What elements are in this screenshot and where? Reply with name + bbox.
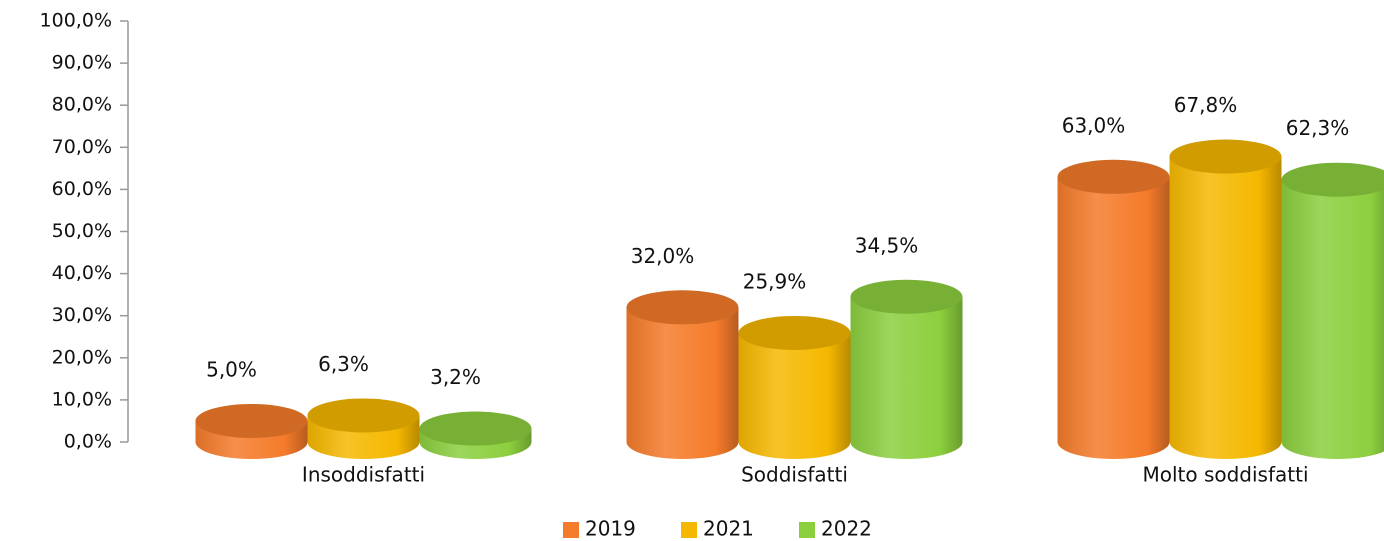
cylinder-body <box>1057 176 1170 459</box>
cylinder-top <box>738 315 851 350</box>
y-tick-label: 60,0% <box>52 178 112 200</box>
y-tick-label: 90,0% <box>52 52 112 74</box>
cylinder-top <box>850 279 963 314</box>
cylinder-top <box>307 398 420 433</box>
value-label: 6,3% <box>318 352 369 376</box>
cylinder-top <box>626 290 739 325</box>
cylinder-top <box>1169 139 1282 174</box>
cylinder-top <box>419 411 532 446</box>
y-tick-label: 0,0% <box>64 431 112 453</box>
value-label: 5,0% <box>206 357 257 381</box>
cylinder-top <box>1281 162 1384 197</box>
legend-label: 2022 <box>821 517 872 541</box>
x-tick-label: Insoddisfatti <box>302 463 425 487</box>
y-tick-label: 50,0% <box>52 220 112 242</box>
cylinder-body <box>1169 156 1282 459</box>
cylinder-body <box>738 332 851 459</box>
value-label: 3,2% <box>430 365 481 389</box>
y-tick-label: 30,0% <box>52 304 112 326</box>
x-tick-label: Soddisfatti <box>741 463 848 487</box>
y-tick-label: 20,0% <box>52 346 112 368</box>
value-label: 25,9% <box>743 269 807 293</box>
value-label: 62,3% <box>1286 116 1350 140</box>
x-tick-label: Molto soddisfatti <box>1142 463 1308 487</box>
value-label: 67,8% <box>1174 93 1238 117</box>
value-label: 63,0% <box>1062 113 1126 137</box>
y-tick-label: 100,0% <box>40 10 112 32</box>
cylinder-body <box>626 307 739 459</box>
legend-swatch <box>681 522 697 538</box>
y-tick-label: 10,0% <box>52 388 112 410</box>
y-tick-label: 40,0% <box>52 262 112 284</box>
cylinder-body <box>850 296 963 459</box>
cylinder-top <box>1057 159 1170 194</box>
legend-swatch <box>799 522 815 538</box>
cylinder-top <box>195 403 308 438</box>
value-label: 32,0% <box>631 244 695 268</box>
cylinder-body <box>1281 179 1384 459</box>
y-tick-label: 80,0% <box>52 94 112 116</box>
legend-label: 2019 <box>585 517 636 541</box>
value-label: 34,5% <box>855 233 919 257</box>
y-tick-label: 70,0% <box>52 136 112 158</box>
legend-swatch <box>563 522 579 538</box>
legend-label: 2021 <box>703 517 754 541</box>
